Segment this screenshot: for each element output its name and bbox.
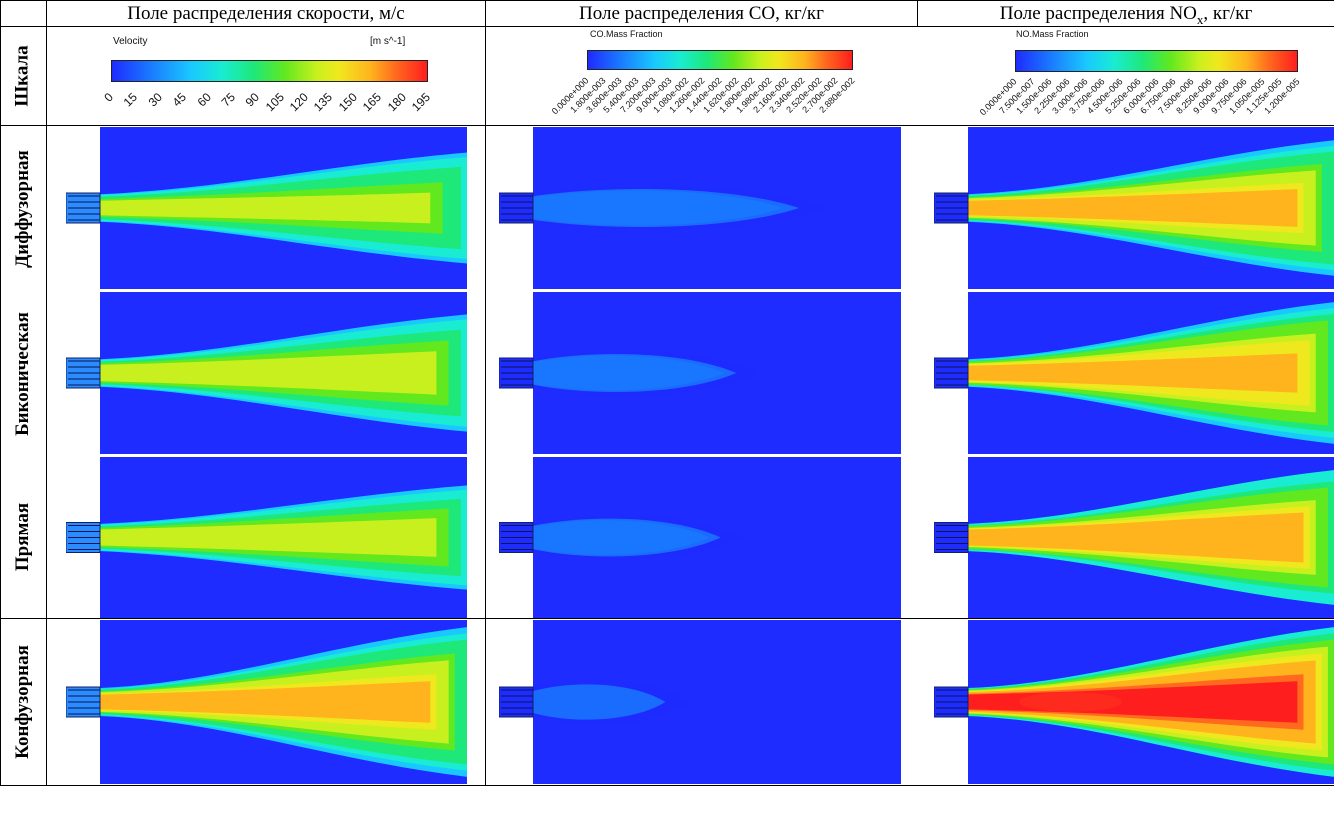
velocity-contour-straight — [66, 457, 467, 618]
no-field-confuser — [934, 620, 1334, 784]
no-scale-title: NO.Mass Fraction — [1016, 29, 1089, 39]
column-header-no-sub: x — [1196, 11, 1204, 27]
burner-nozzle — [66, 522, 101, 553]
burner-nozzle — [66, 686, 101, 718]
row-label-diffuser: Диффузорная — [0, 126, 46, 291]
contour-level — [100, 523, 431, 552]
row-label-biconic-text: Биконическая — [12, 311, 34, 436]
no-contour-biconic — [934, 292, 1334, 454]
contour-level — [968, 353, 1298, 393]
no-field-straight — [934, 457, 1334, 618]
row-label-straight-text: Прямая — [12, 502, 33, 572]
row-label-scale-text: Шкала — [12, 45, 34, 107]
row-label-diffuser-text: Диффузорная — [12, 149, 33, 268]
contour-level — [533, 355, 725, 391]
no-field-biconic — [934, 292, 1334, 454]
contour-level — [968, 681, 1298, 723]
contour-level — [533, 190, 784, 226]
grid-vline-1 — [46, 0, 47, 786]
contour-level — [100, 356, 431, 390]
burner-nozzle — [66, 357, 101, 389]
no-contour-confuser — [934, 620, 1334, 784]
velocity-field-confuser — [66, 620, 467, 784]
burner-nozzle — [66, 192, 101, 224]
burner-nozzle — [499, 522, 534, 553]
no-contour-straight — [934, 457, 1334, 618]
contour-level — [533, 520, 710, 555]
velocity-field-diffuser — [66, 127, 467, 289]
co-contour-biconic — [499, 292, 901, 454]
burner-nozzle — [499, 686, 534, 718]
no-colorbar — [1015, 50, 1298, 72]
co-field-straight — [499, 457, 901, 618]
burner-nozzle — [499, 192, 534, 224]
velocity-colorbar — [111, 60, 428, 82]
co-field-biconic — [499, 292, 901, 454]
column-header-co: Поле распределения CO, кг/кг — [579, 3, 824, 24]
row-label-confuser-text: Конфузорная — [12, 645, 33, 759]
velocity-field-straight — [66, 457, 467, 618]
burner-nozzle — [934, 522, 969, 553]
no-contour-diffuser — [934, 127, 1334, 289]
grid-hline-bottom — [0, 785, 1334, 786]
grid-hline-scale — [0, 125, 1334, 126]
co-contour-confuser — [499, 620, 901, 784]
velocity-contour-biconic — [66, 292, 467, 454]
row-label-confuser: Конфузорная — [0, 619, 46, 785]
velocity-scale-title: Velocity — [113, 36, 148, 47]
grid-hline-row3 — [0, 618, 1334, 619]
contour-level — [100, 192, 431, 224]
grid-hline-header — [0, 26, 1334, 27]
contour-level — [968, 189, 1298, 227]
contour-level — [100, 681, 431, 723]
velocity-contour-confuser — [66, 620, 467, 784]
row-label-biconic: Биконическая — [0, 291, 46, 456]
row-label-straight: Прямая — [0, 456, 46, 618]
grid-hline-top — [0, 0, 1334, 1]
co-field-confuser — [499, 620, 901, 784]
co-scale-title: CO.Mass Fraction — [590, 29, 663, 39]
column-header-velocity: Поле распределения скорости, м/с — [127, 3, 405, 24]
column-header-no: Поле распределения NOx, кг/кг — [918, 1, 1334, 27]
hot-core — [1019, 692, 1122, 712]
grid-vline-left — [0, 0, 1, 786]
burner-nozzle — [499, 357, 534, 389]
burner-nozzle — [934, 192, 969, 224]
grid-vline-3 — [917, 0, 918, 27]
velocity-contour-diffuser — [66, 127, 467, 289]
contour-level — [533, 684, 666, 720]
column-header-no-suffix: , кг/кг — [1203, 3, 1253, 24]
burner-nozzle — [934, 686, 969, 718]
velocity-field-biconic — [66, 292, 467, 454]
no-field-diffuser — [934, 127, 1334, 289]
burner-nozzle — [934, 357, 969, 389]
co-field-diffuser — [499, 127, 901, 289]
contour-level — [968, 518, 1298, 557]
co-contour-straight — [499, 457, 901, 618]
velocity-scale-units: [m s^-1] — [370, 36, 406, 47]
co-colorbar — [587, 50, 853, 70]
grid-vline-2 — [485, 0, 486, 786]
row-label-scale: Шкала — [0, 27, 46, 125]
column-header-no-prefix: Поле распределения NO — [999, 3, 1197, 24]
co-contour-diffuser — [499, 127, 901, 289]
